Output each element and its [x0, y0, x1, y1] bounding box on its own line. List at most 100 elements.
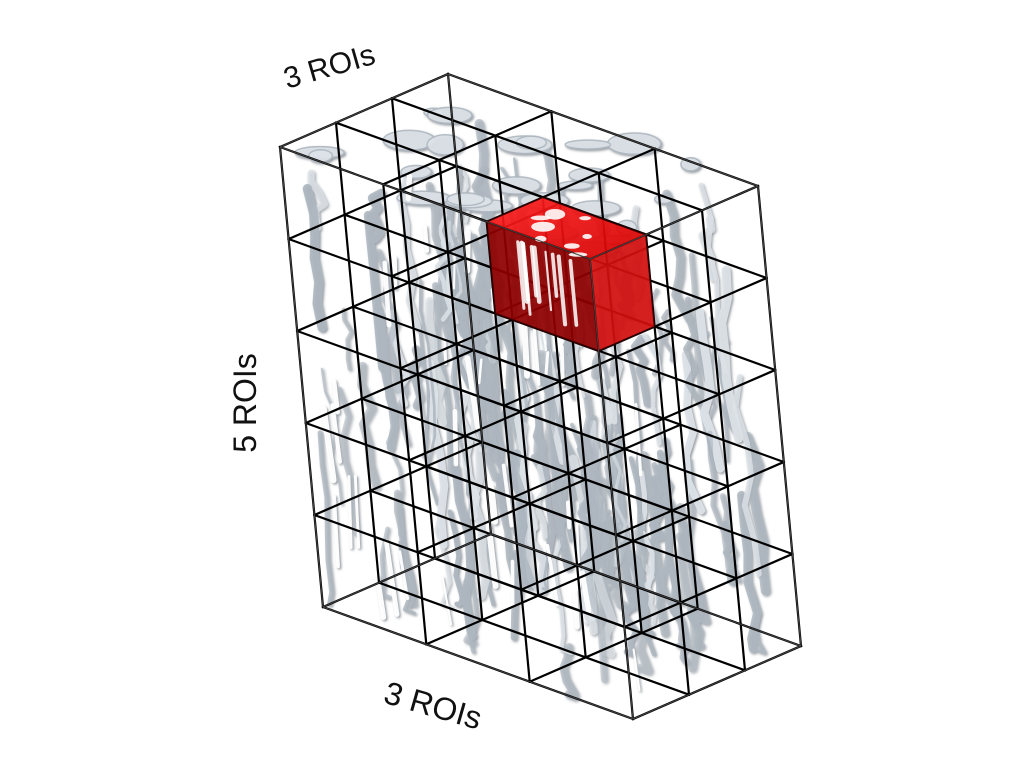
roi-boundary-line [622, 552, 794, 629]
roi-boundary-line [519, 515, 691, 592]
roi-boundary-line [287, 164, 459, 241]
highlighted-roi-cube [484, 196, 656, 353]
roi-boundary-line [614, 460, 786, 537]
top-axis-label: 3 ROIs [280, 38, 379, 95]
structure-strand [317, 430, 335, 607]
roi-boundary-line [416, 477, 588, 554]
structure-pore [400, 164, 433, 180]
bottom-axis-label: 3 ROIs [380, 674, 486, 736]
structure-strand [707, 430, 733, 585]
structure-pore [522, 242, 532, 316]
roi-boundary-line [407, 385, 579, 462]
roi-boundary-line [528, 607, 700, 684]
structure-strand [631, 334, 651, 408]
roi-boundary-line [312, 440, 484, 517]
roi-boundary-line [438, 158, 484, 622]
structure-strand [320, 367, 344, 506]
structure-strand [495, 472, 521, 641]
structure-pore [477, 358, 483, 385]
structure-pore [488, 484, 499, 525]
structure-strand [447, 509, 465, 608]
structure-pore [443, 338, 448, 366]
volume-edge [447, 73, 759, 187]
volume-edge [589, 258, 634, 720]
structure-pore [568, 258, 579, 327]
roi-boundary-line [472, 348, 786, 464]
structure-pore [564, 139, 612, 150]
volume-edge [279, 73, 449, 148]
structure-pore [530, 215, 551, 221]
structure-strand [742, 431, 771, 596]
structure-strand [674, 513, 694, 563]
structure-strand [302, 183, 327, 333]
structure-strand [535, 464, 548, 540]
structure-strand [367, 188, 386, 244]
structure-pore [422, 225, 430, 253]
structure-pore [347, 475, 353, 549]
structure-strand [399, 505, 418, 609]
structure-pore [563, 243, 580, 249]
structure-pore [531, 221, 555, 232]
structure-strand [434, 240, 453, 322]
structure-strand [669, 606, 691, 666]
structure-pore [320, 406, 337, 484]
structure-pore [452, 408, 459, 467]
roi-boundary-line [424, 464, 738, 580]
structure-strand [662, 189, 694, 324]
volume-outline [279, 73, 802, 720]
volume-edge [279, 146, 324, 608]
structure-pore [582, 234, 592, 239]
structure-pore [515, 135, 548, 150]
volume-edge [757, 185, 802, 647]
structure-strand [737, 490, 762, 654]
structure-strand [434, 505, 453, 610]
roi-boundary-line [424, 569, 596, 646]
structure-pore [565, 500, 572, 530]
structure-strand [418, 278, 437, 466]
structure-strand [341, 307, 355, 371]
volume-edge [632, 645, 802, 720]
structure-strand [559, 643, 580, 701]
structure-pore [544, 209, 566, 220]
structure-pore [606, 132, 662, 156]
volume-edge [447, 73, 492, 535]
structure-pore [426, 106, 473, 125]
structure-pore [464, 355, 481, 431]
left-axis-label: 5 ROIs [227, 353, 263, 453]
structure-pore [331, 379, 340, 415]
structure-strand [609, 433, 628, 543]
structure-strand [698, 182, 729, 374]
structure-strand [467, 525, 480, 654]
structure-strand [478, 215, 500, 351]
volume-edge [322, 533, 492, 608]
volume-edge [589, 185, 759, 260]
structure-pore [531, 245, 542, 304]
roi-boundary-line [304, 348, 476, 425]
roi-boundary-line [295, 256, 467, 333]
volume-edge [322, 606, 634, 720]
structure-pore [579, 216, 591, 221]
structure-pore [308, 148, 334, 163]
structure-strand [661, 309, 675, 363]
structure-pore [375, 575, 387, 620]
structure-strand [578, 502, 609, 684]
structure-strand [363, 210, 387, 372]
roi-boundary-line [502, 331, 674, 408]
roi-boundary-line [377, 581, 691, 697]
structure-pore [579, 570, 592, 614]
structure-pore [634, 403, 643, 477]
structure-strand [425, 181, 453, 340]
roi-boundary-line [416, 372, 730, 488]
structure-strand [639, 451, 670, 638]
structure-strand [656, 449, 680, 618]
structure-pore [556, 254, 568, 327]
structure-pore [544, 351, 550, 378]
structure-pore [392, 255, 398, 290]
roi-boundary-line [390, 96, 704, 212]
roi-boundary-line [382, 183, 428, 646]
structure-strand [688, 561, 711, 626]
structure-pore [398, 550, 410, 601]
structure-pore [519, 240, 530, 304]
structure-strand [597, 477, 617, 575]
